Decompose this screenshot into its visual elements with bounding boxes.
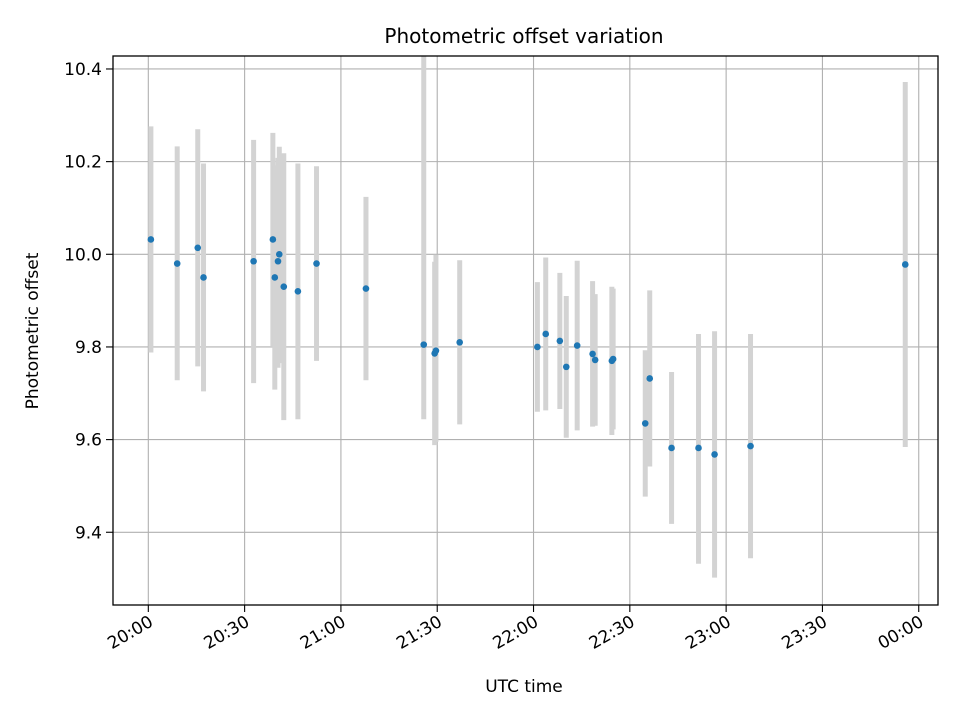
data-point — [562, 363, 570, 371]
y-tick-label: 10.4 — [64, 60, 102, 80]
chart-title: Photometric offset variation — [384, 24, 663, 48]
x-axis-label: UTC time — [485, 677, 563, 697]
data-point — [362, 285, 370, 292]
data-point — [456, 339, 463, 346]
data-point — [200, 274, 207, 281]
data-point — [313, 260, 320, 267]
data-point — [641, 420, 649, 427]
data-point — [646, 375, 654, 382]
data-point — [274, 257, 282, 265]
data-point — [711, 451, 718, 458]
data-point — [194, 244, 202, 252]
grid — [113, 56, 938, 605]
y-axis-label: Photometric offset — [23, 252, 43, 409]
y-axis-ticks: 9.4 9.6 9.8 10.0 10.2 10.4 — [64, 60, 113, 543]
data-point — [280, 283, 288, 291]
y-tick-label: 10.0 — [64, 245, 102, 265]
data-point — [668, 444, 675, 452]
data-point — [432, 347, 440, 354]
y-tick-label: 10.2 — [64, 153, 102, 173]
plot-frame — [112, 55, 939, 606]
data-markers — [147, 236, 909, 458]
data-point — [609, 355, 617, 363]
data-point — [534, 343, 541, 351]
data-point — [591, 356, 599, 364]
data-point — [747, 442, 754, 450]
data-point — [147, 236, 155, 243]
data-point — [695, 444, 702, 452]
data-point — [269, 236, 277, 243]
data-point — [420, 341, 428, 348]
data-point — [173, 260, 181, 267]
data-point — [271, 274, 279, 281]
data-point — [589, 350, 596, 358]
data-point — [573, 342, 581, 349]
data-point — [556, 337, 564, 345]
data-point — [275, 250, 283, 258]
data-point — [294, 288, 302, 295]
data-point — [542, 330, 550, 338]
y-tick-label: 9.4 — [75, 523, 102, 543]
y-tick-label: 9.6 — [75, 431, 102, 451]
data-point — [250, 257, 257, 265]
y-tick-label: 9.8 — [75, 338, 102, 358]
data-point — [901, 261, 909, 268]
